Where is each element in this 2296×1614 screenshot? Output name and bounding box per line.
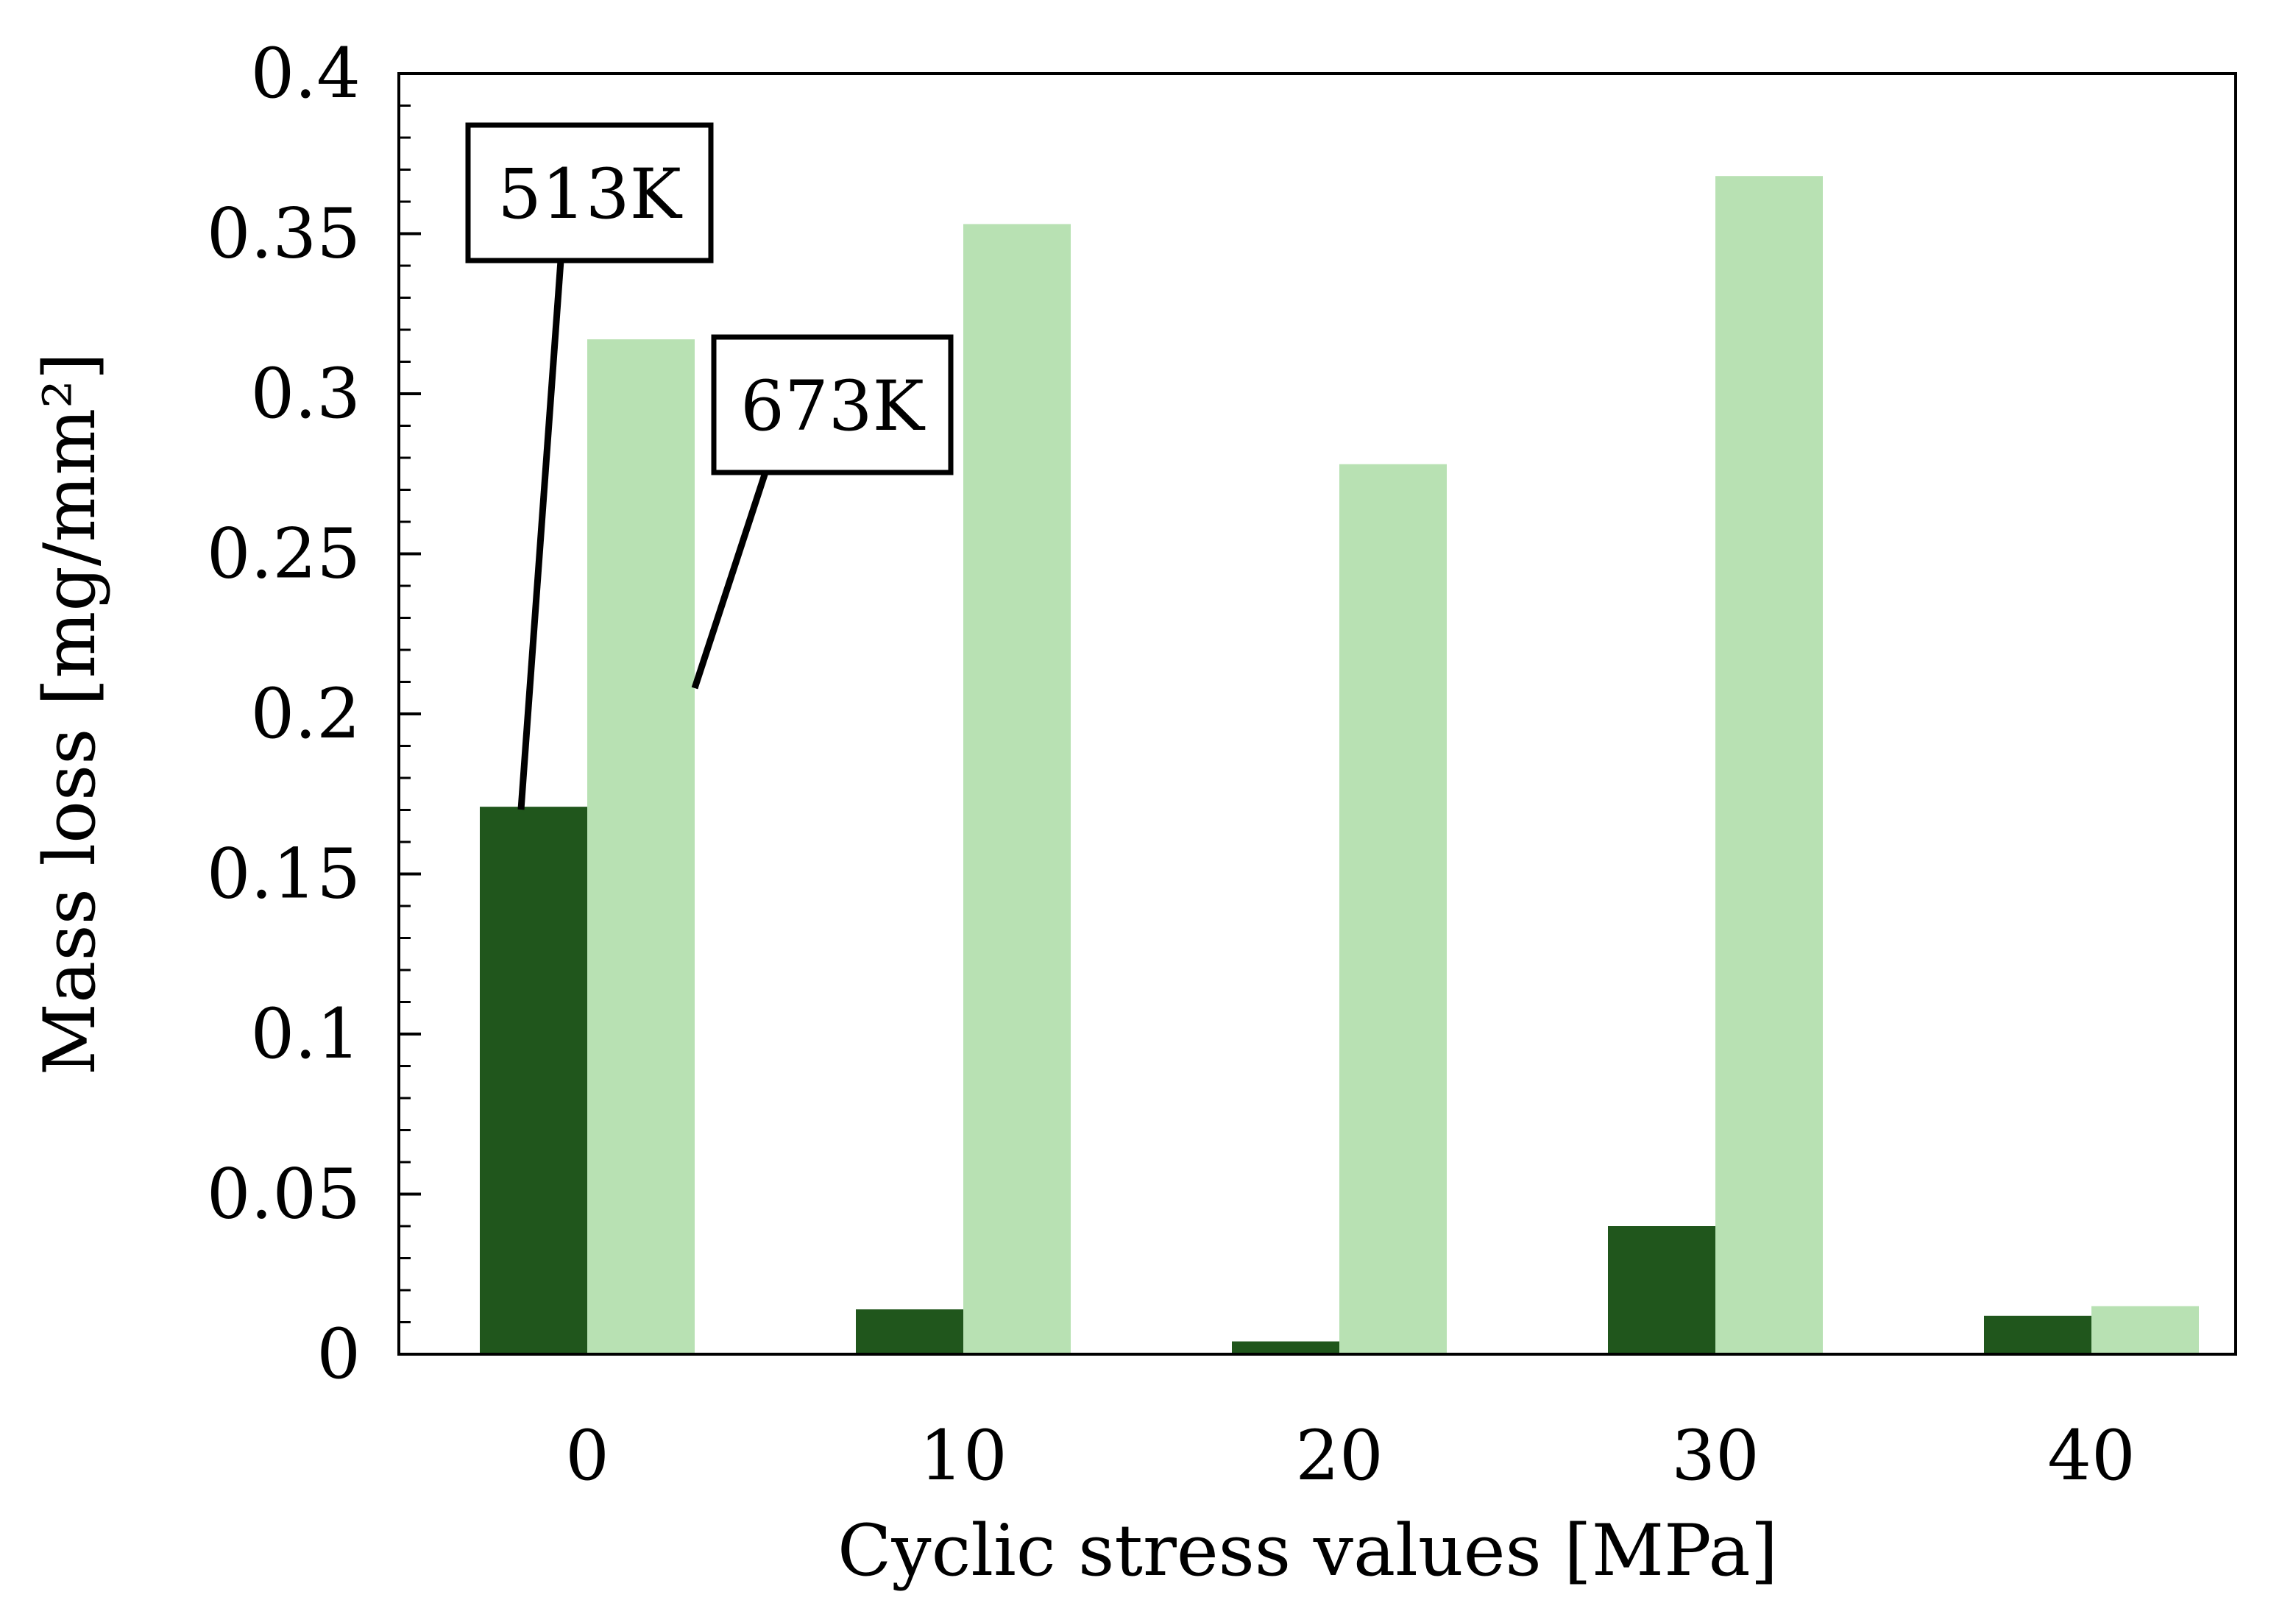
x-tick-label: 20 xyxy=(1295,1416,1383,1496)
bar-513K-40 xyxy=(1984,1315,2091,1354)
bar-673K-0 xyxy=(587,339,695,1354)
y-tick-label: 0.25 xyxy=(207,514,361,595)
bar-513K-0 xyxy=(480,807,587,1354)
bar-513K-10 xyxy=(856,1309,963,1354)
y-tick-label: 0.05 xyxy=(207,1155,361,1235)
bars-layer xyxy=(480,176,2199,1355)
x-tick-label: 10 xyxy=(919,1416,1007,1496)
bar-673K-10 xyxy=(963,224,1071,1355)
y-tick-label: 0.1 xyxy=(251,994,361,1075)
y-tick-label: 0.3 xyxy=(251,354,361,434)
bar-673K-30 xyxy=(1715,176,1823,1355)
callout-label: 513K xyxy=(497,155,682,235)
bar-513K-20 xyxy=(1232,1341,1339,1354)
y-tick-label: 0.2 xyxy=(251,674,361,754)
y-axis-ticks: 0 0.05 0.1 0.15 0.2 0.25 0.3 0.35 0.4 xyxy=(207,34,421,1395)
callout-label: 673K xyxy=(740,367,925,447)
bar-513K-30 xyxy=(1608,1226,1715,1354)
x-axis-ticks: 0 10 20 30 40 xyxy=(565,1416,2136,1496)
x-axis-label: Cyclic stress values [MPa] xyxy=(837,1509,1778,1592)
y-tick-label: 0.15 xyxy=(207,835,361,915)
callout-box xyxy=(465,122,714,263)
y-minor-ticks xyxy=(399,105,411,1323)
y-tick-label: 0 xyxy=(316,1314,361,1395)
callout-box xyxy=(711,334,954,475)
bar-673K-40 xyxy=(2091,1306,2199,1354)
callout-leader-line xyxy=(517,260,564,810)
x-tick-label: 0 xyxy=(565,1416,609,1496)
y-tick-label: 0.35 xyxy=(207,194,361,275)
plot-frame xyxy=(397,72,2237,1356)
x-tick-label: 30 xyxy=(1671,1416,1760,1496)
callout-leader-line xyxy=(691,471,769,690)
bar-673K-20 xyxy=(1339,464,1447,1355)
y-axis-label: Mass loss [mg/mm²] xyxy=(29,353,111,1075)
callouts-layer: 513K 673K xyxy=(465,122,954,810)
y-tick-label: 0.4 xyxy=(251,34,361,114)
x-tick-label: 40 xyxy=(2047,1416,2136,1496)
